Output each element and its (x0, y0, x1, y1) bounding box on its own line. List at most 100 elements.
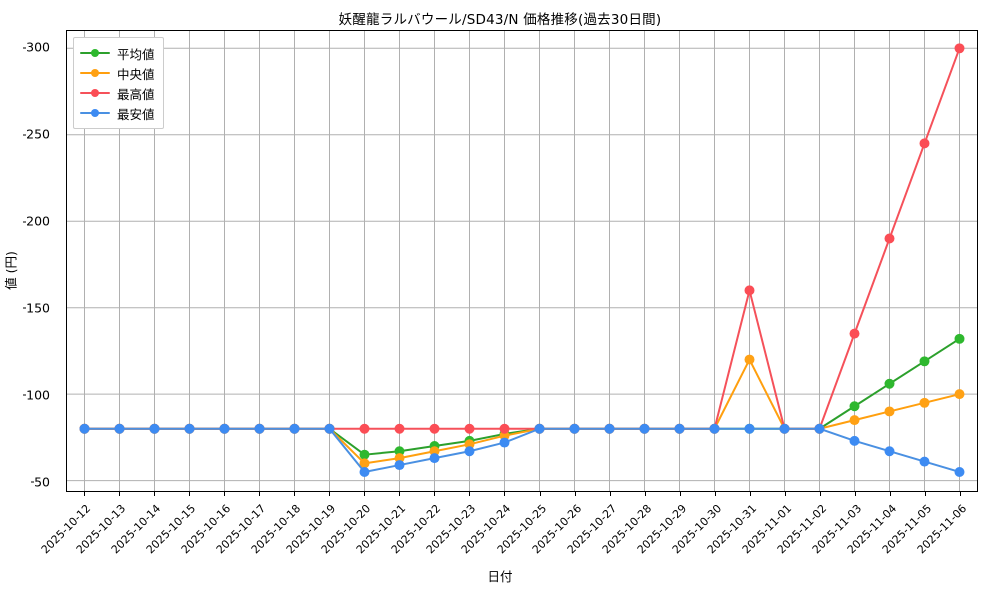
series-3 (79, 423, 965, 477)
data-point-marker (289, 423, 300, 434)
data-point-marker (464, 423, 475, 434)
legend-marker-dot-icon (91, 49, 99, 57)
y-tick-mark (30, 481, 35, 483)
y-tick-mark (22, 221, 27, 223)
x-tick-mark (434, 492, 436, 496)
x-tick-mark (820, 492, 822, 496)
y-tick-mark (22, 47, 27, 49)
x-tick-mark (750, 492, 751, 496)
data-point-marker (884, 446, 895, 457)
x-tick-mark (644, 492, 646, 496)
x-axis-label: 日付 (487, 569, 513, 584)
x-tick-mark (714, 492, 716, 496)
data-point-marker (919, 138, 930, 149)
data-point-marker (219, 423, 230, 434)
legend-item-3[interactable]: 最安値 (80, 103, 155, 123)
legend-marker-dot-icon (91, 109, 99, 117)
data-point-marker (429, 453, 440, 464)
plot-area (66, 30, 978, 492)
x-tick-mark (364, 492, 366, 496)
y-tick-label: 50 (30, 474, 50, 489)
series-line (83, 427, 961, 473)
data-point-marker (884, 406, 895, 417)
data-point-marker (709, 423, 720, 434)
data-point-marker (569, 423, 580, 434)
series-line (83, 358, 961, 465)
legend-marker-dot-icon (91, 69, 99, 77)
data-point-marker (954, 43, 965, 54)
data-point-marker (499, 423, 510, 434)
legend-item-2[interactable]: 最高値 (80, 83, 155, 103)
y-tick-label: 150 (22, 300, 50, 315)
x-tick-mark (223, 492, 225, 496)
data-point-marker (639, 423, 650, 434)
legend-swatch-icon (80, 67, 110, 79)
legend-label: 最高値 (117, 86, 155, 102)
legend-label: 中央値 (117, 66, 155, 82)
grid-layer (67, 31, 977, 491)
x-tick-mark (294, 492, 295, 496)
x-tick-mark (890, 492, 892, 496)
y-axis-tick-labels: 50 100 150 200 250 300 (0, 30, 60, 492)
data-point-marker (359, 423, 370, 434)
data-point-marker (149, 423, 160, 434)
x-tick-mark (469, 492, 471, 496)
data-point-marker (674, 423, 685, 434)
data-point-marker (394, 423, 405, 434)
y-tick-mark (22, 134, 27, 136)
data-point-marker (884, 378, 895, 389)
data-point-marker (359, 458, 370, 469)
y-tick-label: 300 (22, 40, 50, 55)
series-line (83, 47, 961, 430)
data-point-marker (954, 333, 965, 344)
x-tick-mark (960, 492, 962, 496)
data-point-marker (324, 423, 335, 434)
x-tick-mark (188, 492, 190, 496)
x-tick-mark (83, 492, 85, 496)
legend-swatch-icon (80, 87, 110, 99)
data-point-marker (744, 285, 755, 296)
y-tick-mark (22, 394, 27, 396)
data-point-marker (499, 430, 510, 441)
data-point-marker (849, 415, 860, 426)
legend-item-0[interactable]: 平均値 (80, 43, 155, 63)
x-tick-mark (153, 492, 155, 496)
x-tick-mark (679, 492, 681, 496)
data-point-marker (359, 449, 370, 460)
legend-label: 最安値 (117, 106, 155, 122)
x-tick-mark (574, 492, 576, 496)
data-point-marker (744, 423, 755, 434)
data-point-marker (744, 354, 755, 365)
data-point-marker (919, 356, 930, 367)
y-tick-label: 100 (22, 387, 50, 402)
series-1 (79, 354, 965, 469)
y-tick-mark (22, 307, 27, 309)
data-point-marker (464, 439, 475, 450)
data-point-marker (464, 446, 475, 457)
x-tick-mark (329, 492, 331, 496)
data-point-marker (534, 423, 545, 434)
data-point-marker (954, 466, 965, 477)
x-tick-mark (504, 492, 506, 496)
legend-swatch-icon (80, 47, 110, 59)
data-point-marker (394, 453, 405, 464)
data-point-marker (849, 401, 860, 412)
data-point-marker (954, 389, 965, 400)
y-tick-label: 200 (22, 214, 50, 229)
x-tick-mark (925, 492, 927, 496)
data-point-marker (814, 423, 825, 434)
y-tick-label: 250 (22, 127, 50, 142)
data-point-marker (779, 423, 790, 434)
y-axis-label: 値 (円) (3, 251, 19, 290)
x-tick-mark (785, 492, 787, 496)
data-point-marker (604, 423, 615, 434)
data-point-marker (254, 423, 265, 434)
x-tick-mark (399, 492, 401, 496)
data-point-marker (919, 397, 930, 408)
x-tick-mark (258, 492, 260, 496)
chart-title: 妖醒龍ラルバウール/SD43/N 価格推移(過去30日間) (338, 12, 662, 28)
legend-item-1[interactable]: 中央値 (80, 63, 155, 83)
data-point-marker (849, 328, 860, 339)
data-point-marker (79, 423, 90, 434)
